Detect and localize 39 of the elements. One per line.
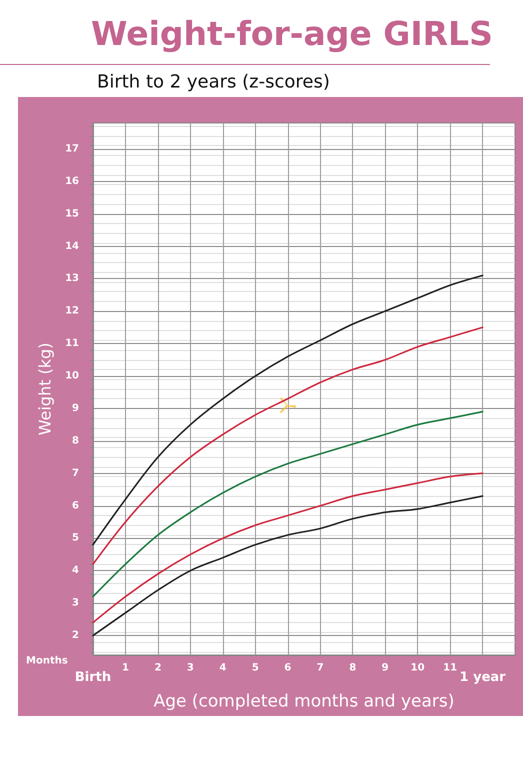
y-tick-label: 5 — [72, 532, 80, 544]
y-tick-label: 4 — [72, 565, 80, 576]
x-tick-label: 7 — [316, 662, 324, 674]
y-tick-label: 11 — [65, 338, 80, 350]
x-tick-label: 6 — [284, 662, 292, 674]
y-tick-label: 8 — [72, 435, 80, 446]
line-series — [92, 326, 484, 565]
x-tick-label: 5 — [252, 662, 259, 674]
x-tick-label: 4 — [219, 662, 226, 674]
y-tick-label: 2 — [72, 630, 80, 642]
y-tick-label: 10 — [65, 370, 80, 382]
line-series — [92, 410, 484, 598]
text: Months — [26, 656, 68, 666]
y-tick-label: 16 — [65, 176, 80, 187]
x-tick-label: 11 — [443, 662, 458, 674]
x-tick-label: 1 — [122, 662, 129, 674]
line-series — [92, 472, 484, 624]
y-tick-label: 12 — [65, 306, 80, 317]
y-tick-label: 3 — [72, 598, 80, 609]
x-axis-title: Age (completed months and years) — [154, 692, 454, 712]
y-tick-label: 15 — [65, 208, 80, 220]
x-tick-label: 3 — [186, 662, 194, 674]
y-tick-label: 7 — [72, 468, 80, 479]
y-tick-label: 13 — [65, 273, 80, 284]
line-series — [92, 495, 484, 636]
x-tick-label: 2 — [154, 662, 162, 674]
y-tick-label: 6 — [72, 500, 80, 512]
y-axis-title: Weight (kg) — [36, 342, 54, 436]
x-tick-label: 8 — [349, 662, 356, 674]
line-series — [92, 274, 484, 546]
chart-subtitle: Birth to 2 years (z-scores) — [97, 72, 330, 92]
y-tick-label: 14 — [65, 240, 80, 252]
text: 1 year — [460, 670, 506, 685]
chart-title: Weight-for-age GIRLS — [91, 14, 493, 53]
text: Birth — [74, 670, 112, 685]
y-tick-label: 17 — [65, 143, 80, 154]
x-tick-label: 10 — [410, 662, 425, 674]
y-tick-label: 9 — [72, 402, 80, 414]
x-tick-label: 9 — [382, 662, 389, 674]
